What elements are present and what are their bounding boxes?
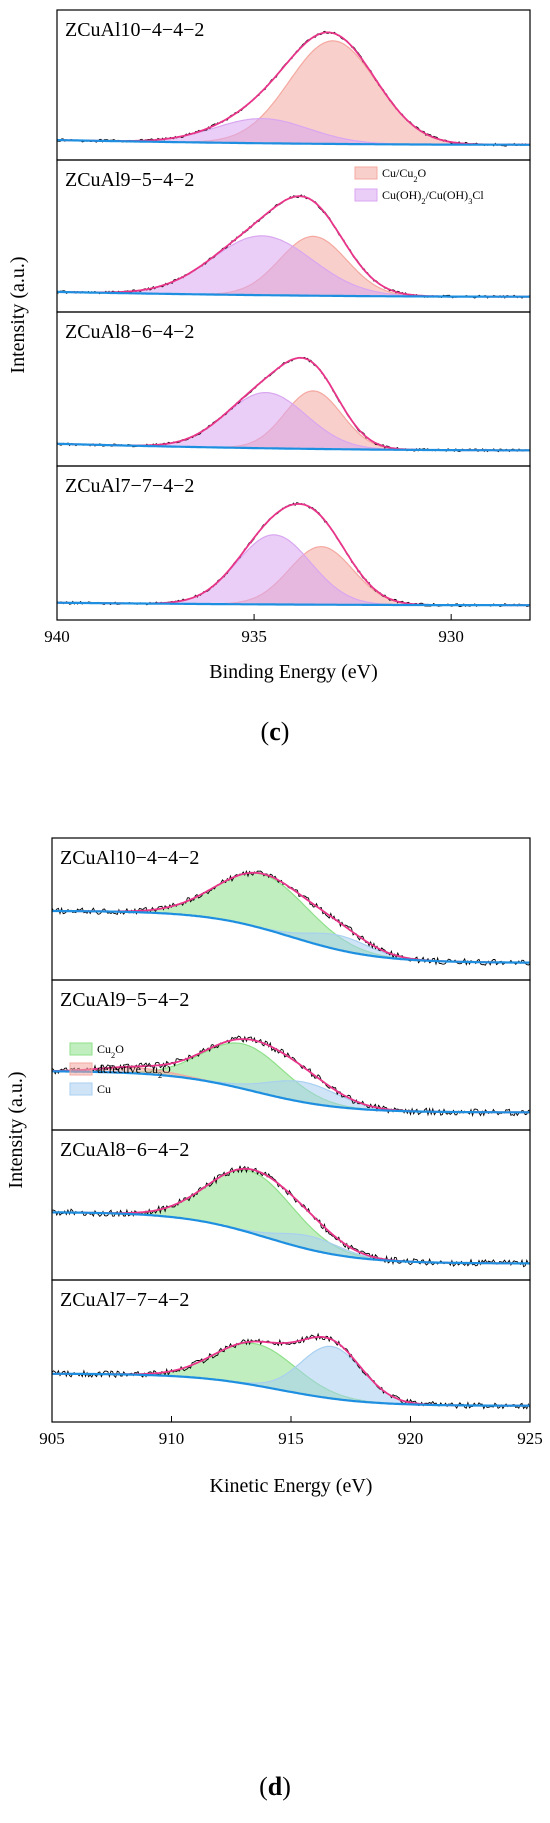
background-line: [57, 290, 530, 298]
subplot-label: ZCuAl7−7−4−2: [65, 475, 194, 497]
legend-swatch: [69, 1082, 93, 1096]
x-tick-label: 910: [159, 1429, 185, 1448]
subplot-label: ZCuAl10−4−4−2: [60, 847, 199, 869]
legend-swatch: [354, 188, 378, 202]
subplot-3: ZCuAl8−6−4−2: [56, 311, 531, 467]
subplot-label: ZCuAl8−6−4−2: [65, 321, 194, 343]
subplot-label: ZCuAl7−7−4−2: [60, 1289, 189, 1311]
subplot-1: ZCuAl10−4−4−2: [51, 837, 531, 981]
component-peak-cu-oh-2-cu-oh-3cl: [57, 534, 530, 606]
subplot-label: ZCuAl10−4−4−2: [65, 19, 204, 41]
subplot-label: ZCuAl9−5−4−2: [65, 169, 194, 191]
panel-d: ZCuAl10−4−4−2 ZCuAl9−5−4−2 ZCuAl8−6−4−2 ZCu…: [5, 837, 543, 1801]
x-tick-label: 935: [241, 627, 267, 646]
background-line: [52, 1070, 530, 1114]
legend-label: Cu/Cu2O: [382, 166, 427, 184]
x-axis-title: Kinetic Energy (eV): [210, 1475, 373, 1497]
background-line: [57, 442, 530, 452]
x-tick-label: 925: [517, 1429, 543, 1448]
subplot-4: ZCuAl7−7−4−2: [56, 465, 531, 621]
x-tick-label: 920: [398, 1429, 424, 1448]
component-peak-cu: [52, 1345, 530, 1407]
subplot-4: ZCuAl7−7−4−2: [51, 1279, 531, 1423]
legend-label: Cu2O: [97, 1042, 124, 1060]
background-line: [52, 909, 530, 964]
y-axis-title: Intensity (a.u.): [7, 256, 29, 373]
legend-label: Cu(OH)2/Cu(OH)3Cl: [382, 188, 484, 206]
component-peak-cu2o: [51, 1169, 530, 1264]
component-peak-cu-oh-2-cu-oh-3cl: [57, 392, 530, 451]
y-axis-title: Intensity (a.u.): [5, 1071, 27, 1188]
x-tick-label: 915: [278, 1429, 304, 1448]
subplot-label: ZCuAl8−6−4−2: [60, 1139, 189, 1161]
x-tick-label: 905: [39, 1429, 65, 1448]
subplot-label: ZCuAl9−5−4−2: [60, 989, 189, 1011]
legend-swatch: [354, 166, 378, 180]
subplot-3: ZCuAl8−6−4−2: [51, 1129, 531, 1281]
background-line: [51, 1211, 530, 1265]
component-peak-cu2o: [52, 872, 530, 964]
panel-letter: (d): [259, 1772, 291, 1801]
subplot-2: ZCuAl9−5−4−2: [56, 159, 531, 313]
x-tick-label: 930: [438, 627, 464, 646]
legend-label: defective Cu2O: [97, 1062, 171, 1080]
panel-c: ZCuAl10−4−4−2 ZCuAl9−5−4−2 ZCuAl8−6−4−2 ZCu…: [7, 9, 531, 746]
background-line: [56, 138, 530, 146]
legend: Cu/Cu2O Cu(OH)2/Cu(OH)3Cl: [354, 166, 484, 206]
legend: Cu2O defective Cu2O Cu: [69, 1042, 171, 1096]
subplot-frame: [56, 465, 531, 621]
legend-swatch: [69, 1062, 93, 1076]
panel-letter: (c): [261, 717, 290, 746]
background-line: [52, 1372, 530, 1407]
x-tick-label: 940: [44, 627, 70, 646]
legend-swatch: [69, 1042, 93, 1056]
x-axis-title: Binding Energy (eV): [209, 661, 378, 683]
subplot-2: ZCuAl9−5−4−2: [51, 979, 531, 1131]
background-line: [57, 601, 530, 607]
legend-label: Cu: [97, 1082, 111, 1096]
subplot-1: ZCuAl10−4−4−2: [56, 9, 531, 161]
